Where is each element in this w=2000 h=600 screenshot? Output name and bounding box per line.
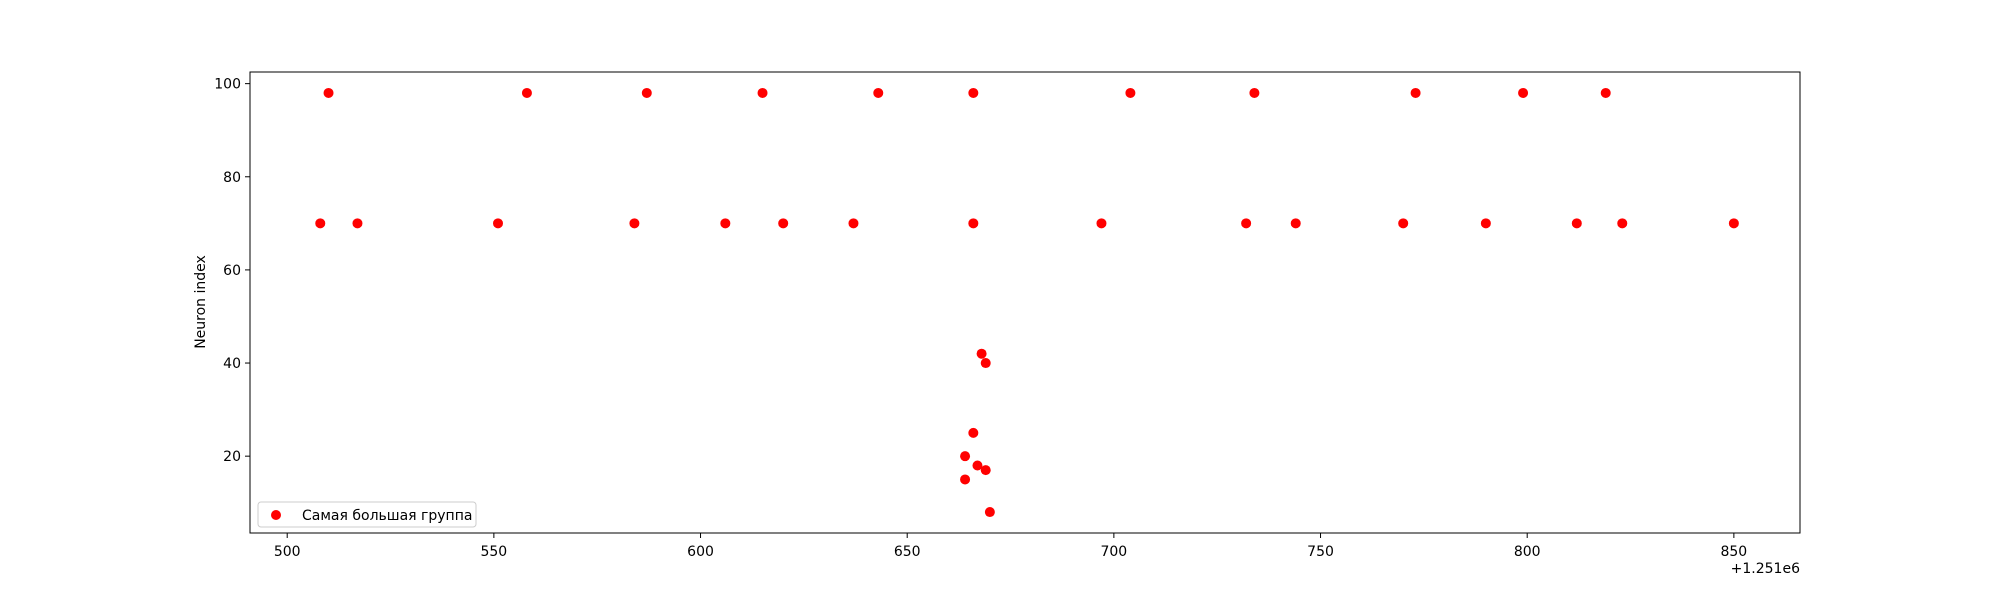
legend-label: Самая большая группа	[302, 508, 472, 524]
data-point	[972, 460, 983, 471]
data-point	[960, 474, 971, 485]
data-point	[976, 348, 987, 359]
data-point	[980, 465, 991, 476]
data-point	[1480, 218, 1491, 229]
data-point	[352, 218, 363, 229]
legend-box	[257, 501, 477, 528]
data-point	[1249, 87, 1260, 98]
y-axis-ticks: 20 40 60 80 100	[214, 77, 250, 465]
data-point	[315, 218, 326, 229]
data-point	[968, 87, 979, 98]
x-tick-label: 550	[480, 544, 507, 560]
data-point	[641, 87, 652, 98]
data-point	[968, 218, 979, 229]
y-tick-label: 60	[223, 263, 241, 279]
x-axis-ticks: 500 550 600 650 700 750 800 850	[274, 533, 1747, 560]
data-point	[1617, 218, 1628, 229]
data-point	[1241, 218, 1252, 229]
x-tick-label: 650	[894, 544, 921, 560]
data-point	[629, 218, 640, 229]
data-point	[1125, 87, 1136, 98]
data-point	[873, 87, 884, 98]
data-point	[1571, 218, 1582, 229]
data-point	[968, 427, 979, 438]
y-axis-label: Neuron index	[193, 255, 209, 349]
data-point	[1398, 218, 1409, 229]
x-tick-label: 750	[1307, 544, 1334, 560]
data-point	[757, 87, 768, 98]
data-point	[1518, 87, 1529, 98]
data-point	[1728, 218, 1739, 229]
x-axis-offset-label: +1.251e6	[1731, 561, 1800, 577]
legend-marker	[271, 510, 281, 520]
y-tick-label: 40	[223, 356, 241, 372]
legend: Самая большая группа	[257, 501, 477, 528]
y-tick-label: 100	[214, 77, 241, 93]
data-point	[984, 507, 995, 518]
data-point	[1600, 87, 1611, 98]
data-point	[980, 358, 991, 369]
data-point	[1290, 218, 1301, 229]
data-point	[493, 218, 503, 229]
plot-frame	[249, 71, 1801, 534]
x-tick-label: 800	[1514, 544, 1541, 560]
data-point	[720, 218, 731, 229]
y-tick-label: 20	[223, 449, 241, 465]
data-point	[1096, 218, 1107, 229]
plot-area	[250, 72, 1800, 533]
data-point	[960, 451, 971, 462]
x-tick-label: 850	[1720, 544, 1747, 560]
data-point	[323, 87, 334, 98]
data-points	[315, 87, 1739, 518]
x-tick-label: 600	[687, 544, 714, 560]
data-point	[778, 218, 789, 229]
x-tick-label: 500	[274, 544, 301, 560]
data-point	[1410, 87, 1421, 98]
y-tick-label: 80	[223, 170, 241, 186]
data-point	[848, 218, 859, 229]
x-tick-label: 700	[1100, 544, 1127, 560]
data-point	[521, 87, 532, 98]
